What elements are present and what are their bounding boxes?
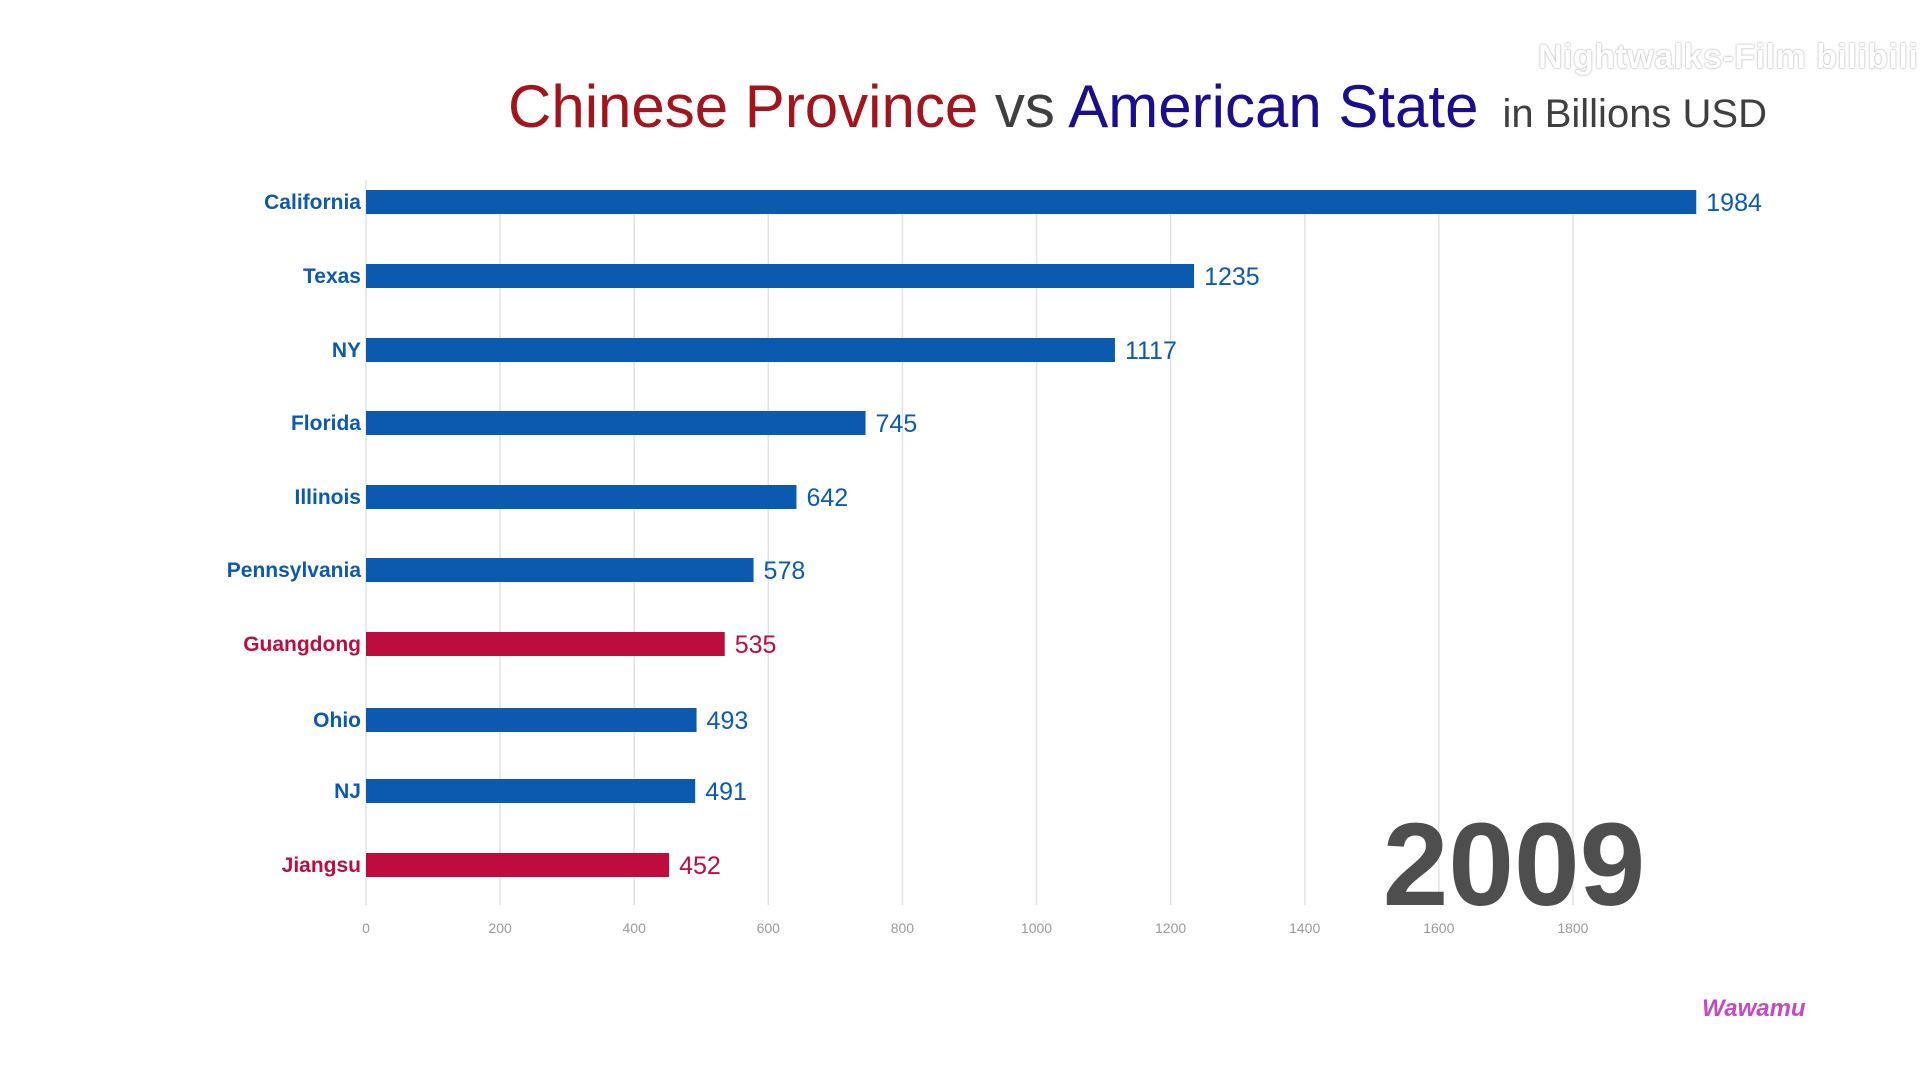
watermark-logo: Nightwalks-Film bilibili xyxy=(1538,38,1919,76)
category-label: Guangdong xyxy=(243,633,361,656)
category-label: Illinois xyxy=(294,486,361,509)
title-chinese-province: Chinese Province xyxy=(508,73,979,140)
category-label: Jiangsu xyxy=(282,854,361,877)
category-label: Florida xyxy=(291,412,361,435)
value-label: 745 xyxy=(876,410,918,438)
value-label: 452 xyxy=(679,852,721,880)
bar-florida xyxy=(366,411,866,435)
bar-jiangsu xyxy=(366,853,670,877)
category-label: NJ xyxy=(334,780,361,803)
category-label: Texas xyxy=(303,265,361,288)
value-label: 1984 xyxy=(1706,189,1762,217)
bar-ohio xyxy=(366,708,697,732)
category-label: Pennsylvania xyxy=(227,559,362,582)
value-label: 491 xyxy=(705,778,747,806)
value-label: 1117 xyxy=(1125,337,1177,365)
year-label: 2009 xyxy=(1383,799,1646,931)
bar-illinois xyxy=(366,485,797,509)
x-tick-label: 1800 xyxy=(1557,920,1588,936)
x-tick-label: 200 xyxy=(488,920,512,936)
bar-guangdong xyxy=(366,632,725,656)
x-tick-label: 1600 xyxy=(1423,920,1454,936)
value-label: 535 xyxy=(735,631,777,659)
x-tick-label: 800 xyxy=(891,920,915,936)
category-label: California xyxy=(264,191,361,214)
credit-label: Wawamu xyxy=(1702,995,1806,1022)
value-label: 493 xyxy=(707,707,749,735)
title-unit: in Billions USD xyxy=(1502,92,1767,136)
value-label: 1235 xyxy=(1204,263,1260,291)
bar-ny xyxy=(366,338,1115,362)
bar-nj xyxy=(366,779,696,803)
x-tick-label: 0 xyxy=(362,920,370,936)
x-tick-label: 1400 xyxy=(1289,920,1320,936)
x-tick-label: 1000 xyxy=(1021,920,1052,936)
chart-title: Chinese Province vs American State in Bil… xyxy=(508,72,1768,152)
bar-texas xyxy=(366,264,1195,288)
value-label: 642 xyxy=(806,484,848,512)
x-tick-label: 600 xyxy=(757,920,781,936)
title-vs: vs xyxy=(978,73,1069,140)
x-tick-label: 1200 xyxy=(1155,920,1186,936)
title-american-state: American State xyxy=(1068,73,1479,140)
value-label: 578 xyxy=(764,557,806,585)
category-label: NY xyxy=(332,339,361,362)
bar-california xyxy=(366,190,1697,214)
category-label: Ohio xyxy=(313,709,361,732)
x-tick-label: 400 xyxy=(623,920,647,936)
bar-pennsylvania xyxy=(366,558,754,582)
